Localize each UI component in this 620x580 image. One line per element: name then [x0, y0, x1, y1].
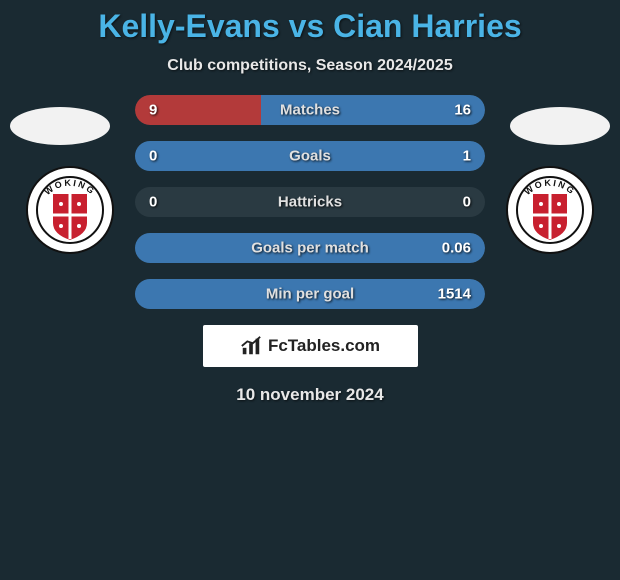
- watermark-text: FcTables.com: [268, 336, 380, 356]
- stat-row: Min per goal1514: [135, 279, 485, 309]
- stat-value-right: 0.06: [442, 240, 471, 257]
- stat-label: Min per goal: [135, 286, 485, 303]
- bar-chart-icon: [240, 335, 262, 357]
- stat-value-right: 1: [463, 148, 471, 165]
- subtitle: Club competitions, Season 2024/2025: [0, 57, 620, 75]
- stat-row: 0Goals1: [135, 141, 485, 171]
- stat-row: 0Hattricks0: [135, 187, 485, 217]
- page-title: Kelly-Evans vs Cian Harries: [0, 0, 620, 45]
- stat-row: Goals per match0.06: [135, 233, 485, 263]
- stat-label: Goals: [135, 148, 485, 165]
- stat-row: 9Matches16: [135, 95, 485, 125]
- stat-value-right: 1514: [438, 286, 471, 303]
- club-badge-right: WOKING: [500, 165, 600, 255]
- stats-bars: 9Matches160Goals10Hattricks0Goals per ma…: [135, 95, 485, 325]
- date-label: 10 november 2024: [0, 385, 620, 405]
- stat-value-right: 0: [463, 194, 471, 211]
- stat-value-right: 16: [454, 102, 471, 119]
- stat-label: Matches: [135, 102, 485, 119]
- stat-label: Goals per match: [135, 240, 485, 257]
- watermark: FcTables.com: [203, 325, 418, 367]
- player-left-avatar: [10, 107, 110, 145]
- club-badge-left: WOKING: [20, 165, 120, 255]
- woking-badge-icon: WOKING: [20, 165, 120, 255]
- woking-badge-icon: WOKING: [500, 165, 600, 255]
- stat-label: Hattricks: [135, 194, 485, 211]
- player-right-avatar: [510, 107, 610, 145]
